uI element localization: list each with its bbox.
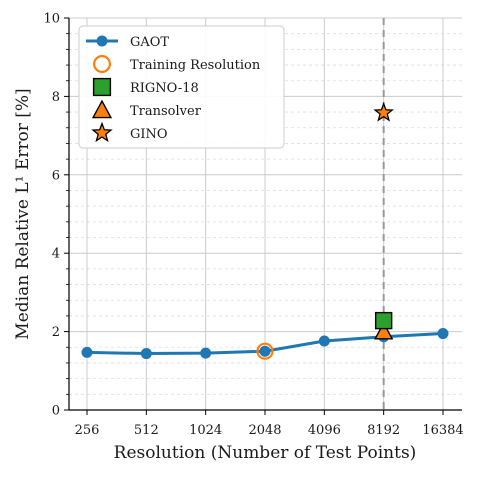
legend-label: GINO (130, 127, 168, 142)
data-point-gaot (437, 328, 449, 340)
x-tick-label: 8192 (367, 423, 400, 438)
data-point-rigno-18 (374, 311, 393, 330)
y-tick-label: 8 (52, 90, 60, 105)
data-point-transolver (373, 321, 394, 340)
legend-marker (91, 99, 113, 119)
data-point-gaot (259, 345, 271, 357)
data-point-gaot (200, 347, 212, 359)
legend-label: GAOT (130, 35, 169, 50)
y-tick-label: 0 (52, 404, 60, 419)
x-tick-label: 4096 (308, 423, 341, 438)
y-tick-label: 4 (52, 247, 60, 262)
data-point-gaot (140, 348, 152, 360)
x-tick-label: 2048 (248, 423, 281, 438)
grid (69, 17, 462, 411)
x-tick-label: 1024 (189, 423, 222, 438)
x-axis-title: Resolution (Number of Test Points) (114, 443, 417, 463)
data-point-gaot (318, 335, 330, 347)
legend-marker (92, 77, 112, 97)
y-tick-label: 10 (43, 12, 60, 27)
data-point-gino (373, 102, 394, 122)
x-tick-label: 512 (134, 423, 159, 438)
series (81, 102, 449, 360)
ticks: 0 2 4 6 8 10 256 512 1024 2048 4096 8192 16384 (43, 12, 463, 439)
legend-label: Training Resolution (130, 58, 261, 73)
x-tick-label: 16384 (422, 423, 463, 438)
y-tick-label: 2 (52, 325, 60, 340)
legend-label: Transolver (130, 104, 202, 119)
legend-marker (93, 55, 111, 73)
legend-marker (91, 121, 113, 143)
legend-box (78, 25, 285, 149)
data-point-gaot (81, 346, 93, 358)
legend-marker (96, 35, 108, 47)
y-axis-title: Median Relative L¹ Error [%] (13, 88, 33, 339)
data-point-training-resolution (256, 342, 274, 360)
y-tick-label: 6 (52, 168, 60, 183)
legend-label: RIGNO-18 (130, 81, 199, 96)
legend: GAOT Training Resolution RIGNO-18 Transolve… (78, 25, 285, 149)
x-tick-label: 256 (75, 423, 100, 438)
